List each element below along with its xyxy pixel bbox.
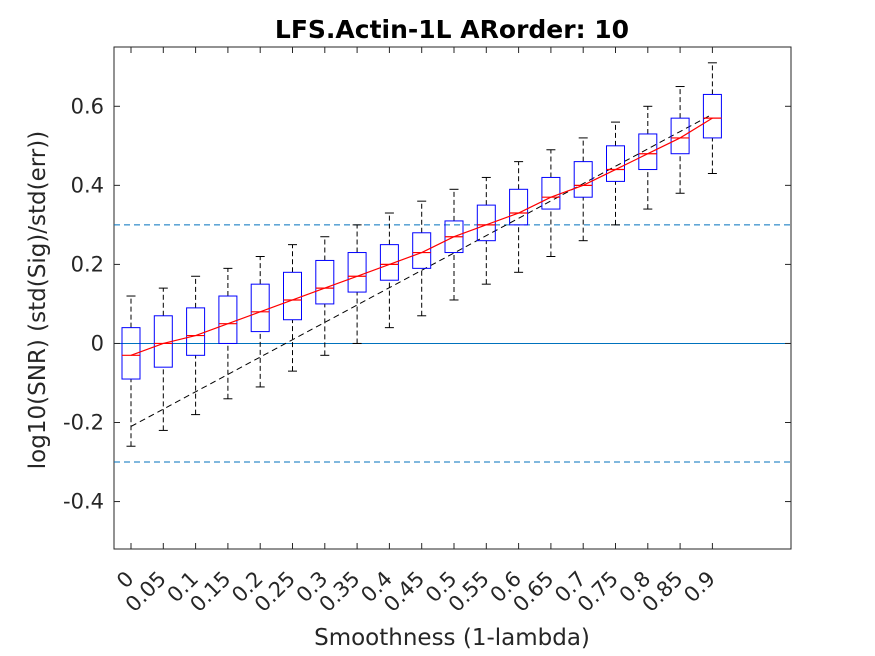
box-iqr bbox=[606, 145, 625, 182]
box-0.55 bbox=[476, 176, 496, 285]
y-tick-label: 0.6 bbox=[71, 94, 104, 118]
box-iqr bbox=[573, 161, 593, 198]
box-0.1 bbox=[186, 275, 206, 416]
box-iqr bbox=[638, 133, 658, 171]
box-iqr bbox=[476, 204, 496, 242]
y-tick-label: 0.4 bbox=[71, 173, 104, 197]
box-iqr bbox=[315, 259, 335, 305]
box-iqr bbox=[412, 232, 432, 269]
box-0.2 bbox=[250, 255, 270, 388]
box-iqr bbox=[121, 327, 141, 380]
x-axis-label: Smoothness (1-lambda) bbox=[314, 625, 590, 651]
box-0.7 bbox=[573, 137, 593, 242]
median-trend-line bbox=[130, 117, 713, 356]
axes-box bbox=[113, 46, 792, 550]
y-tick-label: 0 bbox=[91, 331, 104, 355]
y-axis-label: log10(SNR) (std(Sig)/std(err)) bbox=[25, 131, 51, 469]
y-tick-label: 0.2 bbox=[71, 252, 104, 276]
y-tick-label: -0.2 bbox=[63, 411, 104, 435]
box-iqr bbox=[283, 271, 302, 321]
box-iqr bbox=[250, 283, 270, 333]
box-0.5 bbox=[444, 188, 464, 301]
box-iqr bbox=[702, 93, 722, 139]
box-iqr bbox=[347, 252, 367, 293]
box-iqr bbox=[379, 244, 399, 281]
y-tick-label: -0.4 bbox=[63, 490, 104, 514]
chart-title: LFS.Actin-1L ARorder: 10 bbox=[275, 15, 629, 44]
box-iqr bbox=[218, 295, 238, 344]
box-iqr bbox=[670, 117, 690, 155]
box-iqr bbox=[541, 176, 561, 210]
box-iqr bbox=[186, 307, 206, 356]
box-0.3 bbox=[315, 236, 335, 356]
box-0.75 bbox=[606, 121, 625, 226]
box-0.15 bbox=[218, 267, 238, 400]
box-iqr bbox=[509, 188, 529, 226]
